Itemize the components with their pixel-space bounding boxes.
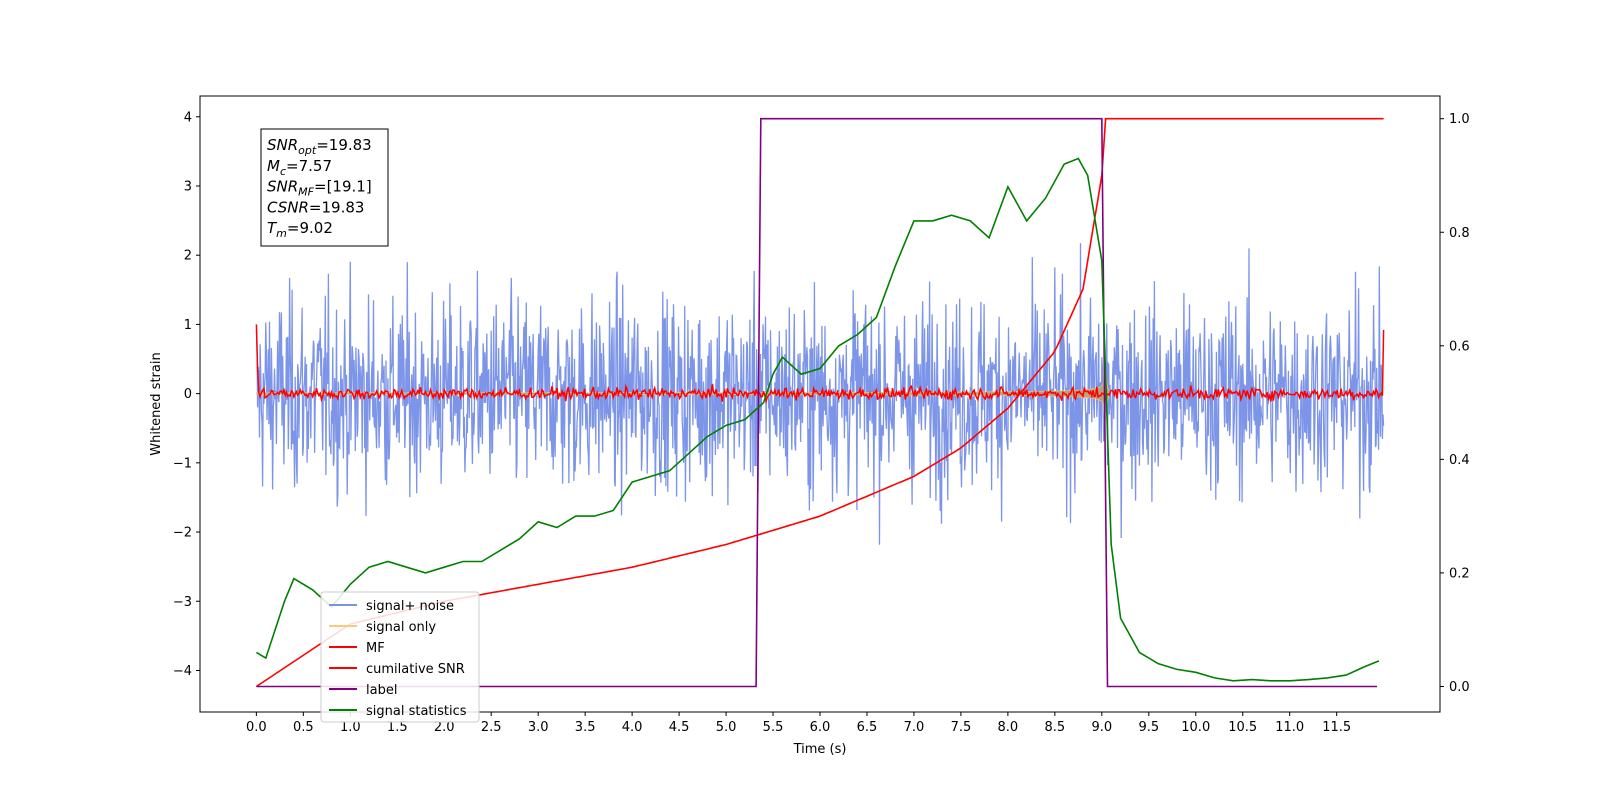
y-tick-label-left: 2 <box>184 249 192 264</box>
y-tick-label-left: 3 <box>184 179 192 194</box>
x-tick-label: 5.0 <box>716 720 737 735</box>
y-tick-label-right: 0.0 <box>1449 680 1470 695</box>
x-tick-label: 1.5 <box>387 720 408 735</box>
x-tick-label: 7.0 <box>904 720 925 735</box>
x-tick-label: 2.5 <box>481 720 502 735</box>
y-axis-label: Whitened strain <box>149 352 164 455</box>
y-tick-label-left: −3 <box>173 595 192 610</box>
y-tick-label-left: 0 <box>184 387 192 402</box>
x-tick-label: 9.0 <box>1091 720 1112 735</box>
x-tick-label: 4.5 <box>669 720 690 735</box>
y-tick-label-right: 0.2 <box>1449 566 1470 581</box>
series-mf <box>255 324 1385 405</box>
y-tick-label-right: 0.4 <box>1449 453 1470 468</box>
x-axis-label: Time (s) <box>793 742 847 757</box>
y-tick-label-left: 1 <box>184 318 192 333</box>
x-tick-label: 11.0 <box>1275 720 1304 735</box>
x-tick-label: 11.5 <box>1322 720 1351 735</box>
x-tick-label: 7.5 <box>951 720 972 735</box>
x-tick-label: 3.0 <box>528 720 549 735</box>
x-tick-label: 0.0 <box>246 720 267 735</box>
info-box: SNRopt=19.83Mc=7.57SNRMF=[19.1]CSNR=19.8… <box>260 128 389 247</box>
info-line: CSNR=19.83 <box>267 198 364 216</box>
legend-label: signal only <box>366 620 436 635</box>
y-tick-label-left: 4 <box>184 110 192 125</box>
plot-area <box>255 117 1385 688</box>
x-tick-label: 3.5 <box>575 720 596 735</box>
legend-label: MF <box>366 641 385 656</box>
y-tick-label-right: 0.8 <box>1449 226 1470 241</box>
x-tick-label: 5.5 <box>763 720 784 735</box>
x-tick-label: 8.5 <box>1045 720 1066 735</box>
x-tick-label: 2.0 <box>434 720 455 735</box>
info-line: SNRopt=19.83 <box>267 136 372 157</box>
x-tick-label: 10.0 <box>1181 720 1210 735</box>
axis-ticks: 0.0 0.5 1.0 1.5 2.0 2.5 3.0 3.5 4.0 4.5 5.0 5.5 6.0 6… <box>173 110 1470 735</box>
y-tick-label-right: 1.0 <box>1449 112 1470 127</box>
x-tick-label: 10.5 <box>1228 720 1257 735</box>
legend-label: signal+ noise <box>366 599 454 614</box>
x-tick-label: 8.0 <box>998 720 1019 735</box>
legend-frame <box>320 591 480 723</box>
info-line: Mc=7.57 <box>267 157 332 178</box>
x-tick-label: 6.5 <box>857 720 878 735</box>
y-tick-label-left: −4 <box>173 664 192 679</box>
x-tick-label: 1.0 <box>340 720 361 735</box>
series-label <box>256 117 1378 688</box>
y-tick-label-left: −1 <box>173 456 192 471</box>
legend-label: label <box>366 683 397 698</box>
x-tick-label: 4.0 <box>622 720 643 735</box>
x-tick-label: 0.5 <box>293 720 314 735</box>
series-signal-statistics <box>255 157 1380 682</box>
x-tick-label: 6.0 <box>810 720 831 735</box>
y-tick-label-right: 0.6 <box>1449 339 1470 354</box>
info-line: Tm=9.02 <box>267 219 333 240</box>
info-line: SNRMF=[19.1] <box>267 178 372 199</box>
info-box-frame <box>260 128 389 247</box>
legend-label: cumilative SNR <box>366 662 465 677</box>
legend-label: signal statistics <box>366 704 467 719</box>
legend: signal+ noise signal only MF cumilative SNR… <box>320 591 480 723</box>
x-tick-label: 9.5 <box>1138 720 1159 735</box>
y-tick-label-left: −2 <box>173 526 192 541</box>
